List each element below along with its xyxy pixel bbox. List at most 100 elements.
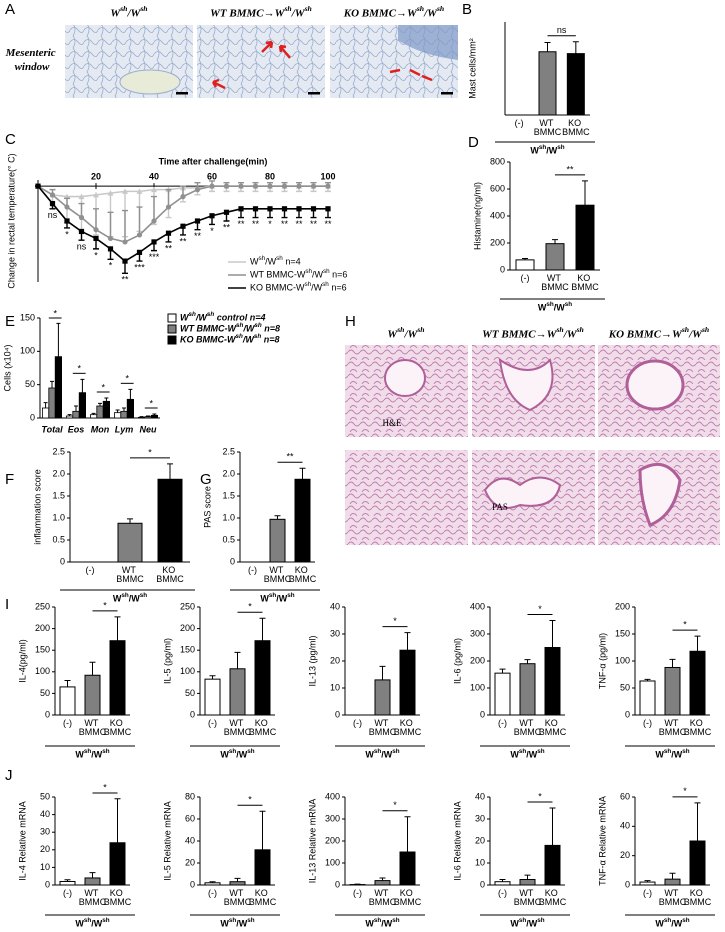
marker: [252, 183, 259, 189]
y-tick-label: 100: [35, 666, 50, 676]
marker: [107, 235, 114, 242]
y-tick-label: 2.0: [52, 468, 65, 478]
y-axis-title: IL-13 (pg/ml): [307, 635, 317, 686]
y-tick-label: 50: [40, 688, 50, 698]
marker: [78, 228, 85, 235]
sig-label: *: [248, 795, 252, 805]
y-tick-label: 10: [475, 857, 485, 867]
bar: [66, 415, 74, 419]
bar: [664, 878, 681, 886]
bar: [109, 640, 126, 716]
y-tick-label: 40: [40, 809, 50, 819]
error-bar: [669, 872, 676, 880]
y-tick-label: 50: [25, 379, 35, 389]
sig-label: *: [393, 800, 397, 810]
y-tick-label: 0.5: [222, 534, 235, 544]
error-bar: [644, 880, 651, 883]
x-tick-label: KO BMMC: [684, 718, 712, 737]
error-bar: [544, 41, 551, 52]
legend-label: Wsh/Wsh n=4: [250, 255, 301, 266]
marker: [209, 213, 215, 219]
bar: [399, 851, 416, 886]
marker: [49, 200, 56, 207]
x-tick-label: KO BMMC: [539, 718, 567, 737]
error-bar: [115, 409, 120, 413]
sig-label: *: [125, 374, 129, 384]
image-title: Wsh/Wsh: [110, 4, 147, 19]
x-tick-label: WT BMMC: [659, 718, 687, 737]
sig-label: **: [194, 231, 202, 241]
x-tick-label: WT BMMC: [659, 888, 687, 907]
y-axis-title: IL-6 (pg/ml): [452, 638, 462, 684]
error-bar: [89, 661, 96, 676]
marker: [325, 206, 331, 212]
bar: [84, 877, 101, 886]
vessel: [119, 69, 181, 95]
marker: [223, 183, 230, 189]
error-bar: [582, 180, 588, 206]
bar: [137, 416, 146, 419]
bar: [494, 672, 511, 716]
y-tick-label: 200: [615, 601, 630, 611]
bar: [144, 416, 152, 419]
group-label: Wsh/Wsh: [365, 748, 399, 759]
tissue: [398, 25, 458, 60]
x-tick-label: KO BMMC: [289, 565, 317, 584]
marker: [267, 206, 273, 212]
x-tick-label: WT BMMC: [79, 888, 107, 907]
marker: [194, 187, 201, 193]
legend-swatch: [167, 324, 177, 334]
error-bar: [64, 679, 71, 687]
error-bar: [644, 678, 651, 681]
marker: [64, 204, 70, 210]
error-bar: [91, 412, 96, 415]
error-bar: [404, 816, 411, 852]
bar: [399, 649, 416, 716]
x-tick-label: WT BMMC: [224, 888, 252, 907]
bar: [84, 674, 101, 716]
bar: [639, 881, 656, 886]
sig-label: ***: [149, 252, 160, 262]
legend-label: KO BMMC-Wsh/Wsh n=6: [250, 281, 347, 292]
row-label: H&E: [383, 418, 403, 428]
x-tick-label: (-): [498, 718, 507, 728]
group-label: Wsh/Wsh: [75, 748, 109, 759]
y-tick-label: 20: [40, 844, 50, 854]
group-label: Wsh/Wsh: [260, 592, 294, 603]
bar: [494, 881, 511, 886]
panel-label: F: [5, 471, 14, 488]
x-tick-label: KO BMMC: [156, 565, 184, 584]
y-tick-label: 300: [325, 813, 340, 823]
y-tick-label: 0: [335, 879, 340, 889]
sig-label: *: [103, 600, 107, 610]
bar: [204, 882, 221, 886]
group-label: Wsh/Wsh: [220, 748, 254, 759]
x-tick-label: (-): [643, 888, 652, 898]
marker: [165, 230, 172, 236]
y-tick-label: 200: [35, 623, 50, 633]
x-tick-label: (-): [208, 718, 217, 728]
error-bar: [127, 518, 133, 524]
y-tick-label: 200: [490, 237, 505, 247]
sig-label: **: [252, 219, 260, 229]
y-tick-label: 0: [30, 412, 35, 422]
marker: [107, 190, 114, 196]
x-tick-label: (-): [643, 718, 652, 728]
y-tick-label: 30: [330, 628, 340, 638]
legend-label: KO BMMC-Wsh/Wsh n=8: [180, 333, 279, 344]
x-tick-label: KO BMMC: [394, 888, 422, 907]
marker: [310, 183, 317, 189]
x-tick-label: Lym: [115, 424, 134, 434]
group-label: Wsh/Wsh: [530, 144, 564, 155]
marker: [252, 206, 259, 212]
sig-label: ns: [48, 210, 58, 220]
image-title: Wsh/Wsh: [387, 325, 424, 340]
y-tick-label: 10: [40, 862, 50, 872]
x-tick-label: (-): [353, 718, 362, 728]
marker: [151, 239, 157, 245]
y-tick-label: 1.0: [222, 512, 235, 522]
error-bar: [274, 515, 281, 520]
error-bar: [379, 877, 386, 881]
marker: [35, 183, 41, 189]
marker: [93, 235, 99, 242]
